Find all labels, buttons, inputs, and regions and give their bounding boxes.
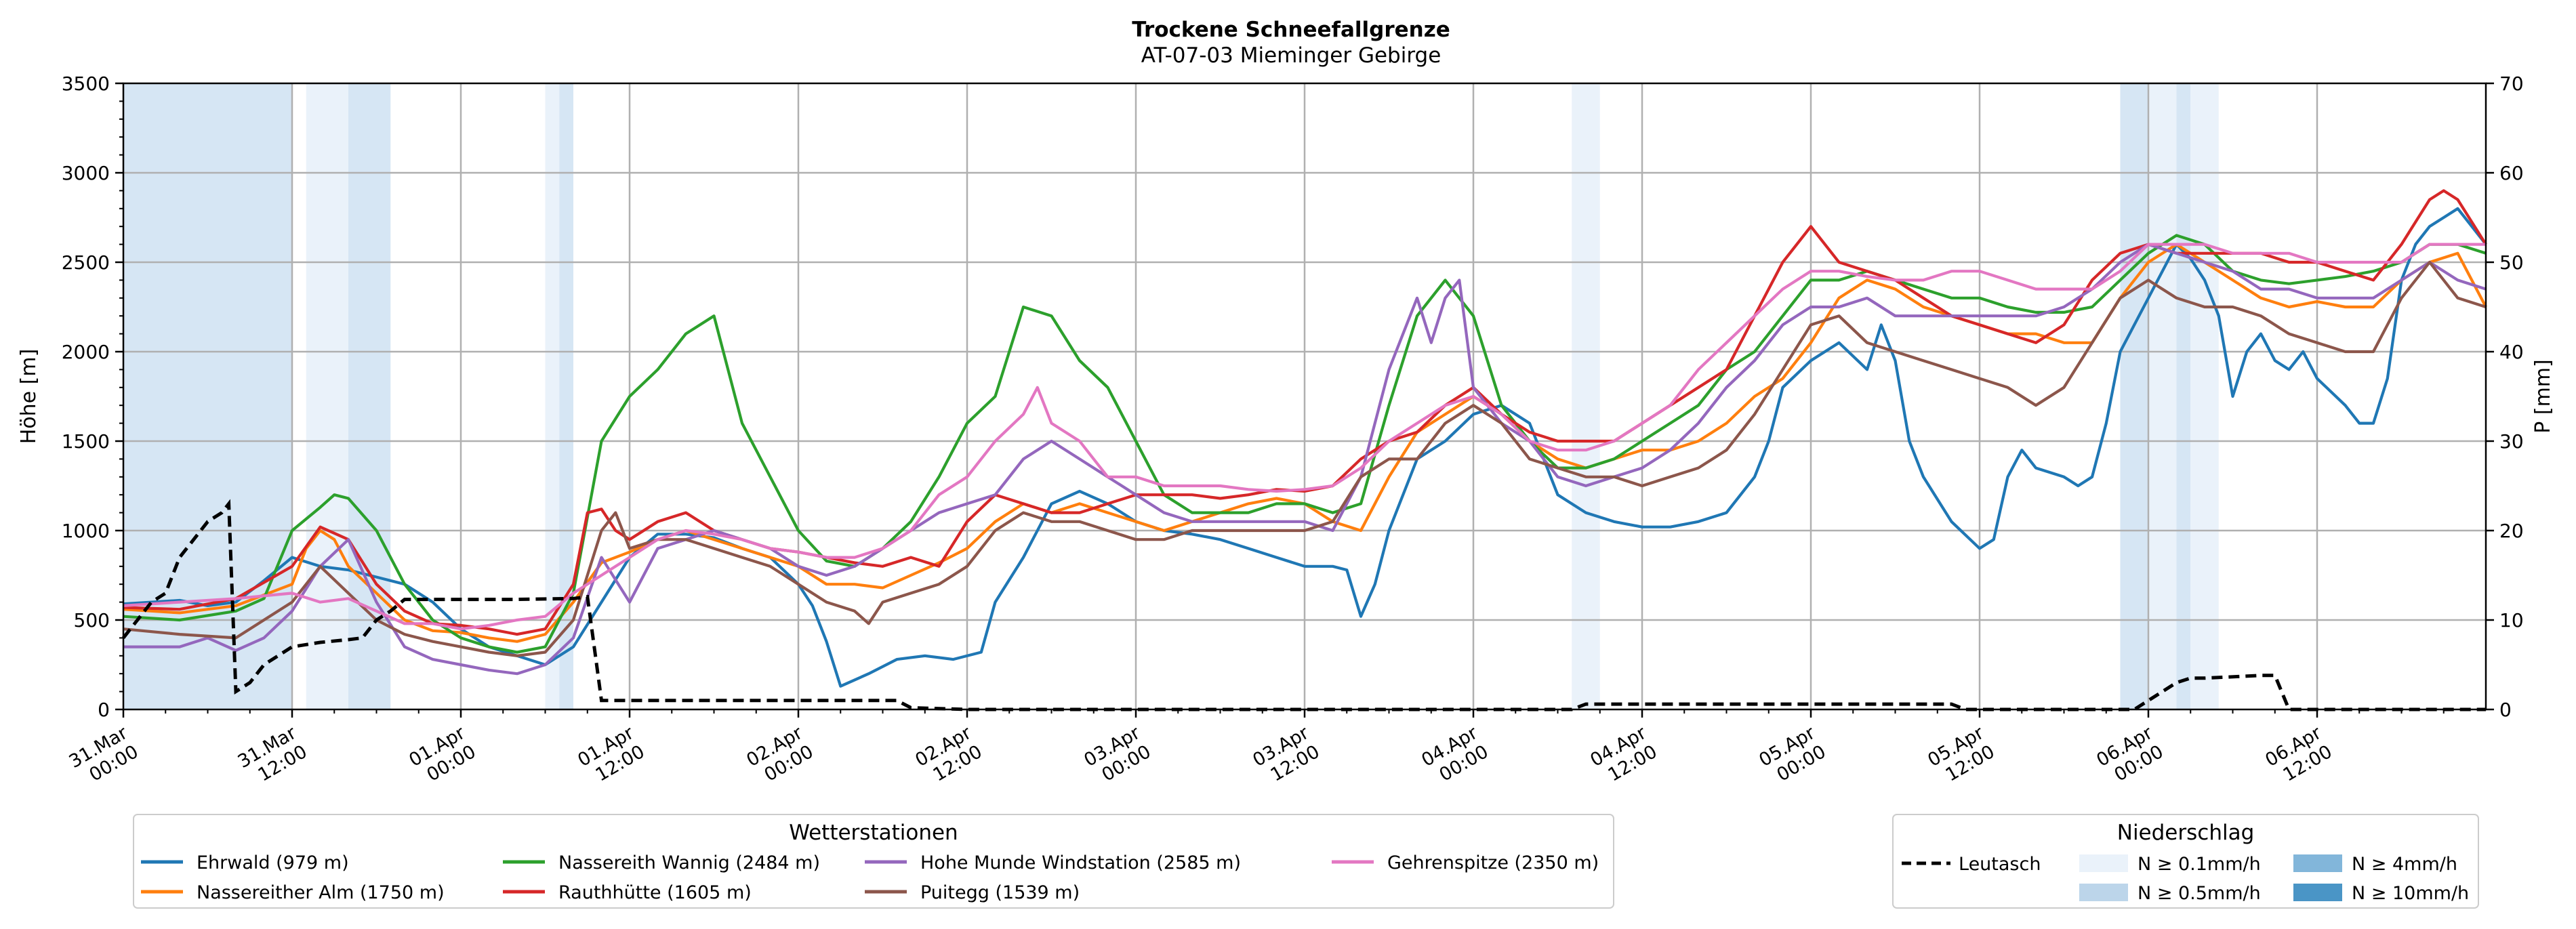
chart-title: Trockene Schneefallgrenze [1132,18,1450,42]
y2-tick-label-2: 20 [2499,520,2524,542]
leutasch-line [122,499,2486,711]
y-tick-label-4: 2000 [62,341,110,363]
y2-tick-label-3: 30 [2499,430,2524,453]
precip-band-2 [348,83,391,709]
precip-band-1 [306,83,348,709]
y-tick-label-5: 2500 [62,251,110,274]
legend-stations: Wetterstationen Ehrwald (979 m) Nassereit… [133,814,1614,909]
y-tick-label-1: 500 [74,609,110,632]
y2-tick-label-0: 0 [2499,699,2512,721]
y2-tick-label-6: 60 [2499,162,2524,184]
legend-station-label-5: Puitegg (1539 m) [920,882,1080,903]
legend-stations-items: Ehrwald (979 m) Nassereither Alm (1750 m)… [141,852,1599,903]
y2-axis-label: P [mm] [2531,359,2555,433]
y-tick-label-6: 3000 [62,162,110,184]
y2-tick-label-1: 10 [2499,609,2524,632]
y2-tick-label-4: 40 [2499,341,2524,363]
y2-axis: 0 10 20 30 40 50 60 70 [2486,73,2524,721]
series-line-5 [123,260,2487,657]
precip-band-7 [2148,83,2177,709]
series-line-4 [123,243,2487,676]
legend-stations-title: Wetterstationen [789,821,958,845]
y-tick-label-7: 3500 [62,73,110,95]
legend-precip-label-0: N ≥ 0.1mm/h [2138,854,2261,875]
series-line-2 [123,234,2487,654]
legend-station-label-6: Gehrenspitze (2350 m) [1387,852,1599,873]
legend-leutasch-label: Leutasch [1959,854,2041,875]
legend-station-label-3: Rauthhütte (1605 m) [558,882,752,903]
legend-station-label-2: Nassereith Wannig (2484 m) [558,852,820,873]
legend-precip: Niederschlag Leutasch N ≥ 0.1mm/h N ≥ 4m… [1892,814,2479,909]
legend-precip-label-1: N ≥ 4mm/h [2352,854,2457,875]
legend-precip-swatch-0 [2079,854,2128,872]
leutasch-layer [122,499,2486,711]
precip-band-8 [2176,83,2191,709]
legend-station-label-1: Nassereither Alm (1750 m) [197,882,445,903]
y-tick-label-0: 0 [98,699,110,721]
y2-tick-label-7: 70 [2499,73,2524,95]
y-tick-label-3: 1500 [62,430,110,453]
precip-band-5 [1572,83,1600,709]
legend-precip-label-2: N ≥ 0.5mm/h [2138,883,2261,904]
y-tick-label-2: 1000 [62,520,110,542]
precip-band-9 [2190,83,2219,709]
y2-tick-label-5: 50 [2499,251,2524,274]
y-axis-label: Höhe [m] [17,349,41,445]
precip-band-3 [545,83,560,709]
series-line-6 [123,243,2486,631]
legend-precip-label-3: N ≥ 10mm/h [2352,883,2469,904]
y-axis: 0 500 1000 1500 2000 2500 3000 3500 [62,73,123,721]
precip-band-6 [2120,83,2148,709]
series-lines [123,189,2487,688]
precip-bands [123,83,2219,709]
legend-precip-title: Niederschlag [2117,821,2255,845]
chart-subtitle: AT-07-03 Mieminger Gebirge [1141,43,1442,68]
legend-station-label-0: Ehrwald (979 m) [197,852,349,873]
legend-precip-swatch-2 [2079,884,2128,901]
precip-band-4 [559,83,573,709]
legend-precip-swatch-1 [2293,854,2342,872]
legend-station-label-4: Hohe Munde Windstation (2585 m) [920,852,1241,873]
legend-precip-swatch-3 [2293,884,2342,901]
